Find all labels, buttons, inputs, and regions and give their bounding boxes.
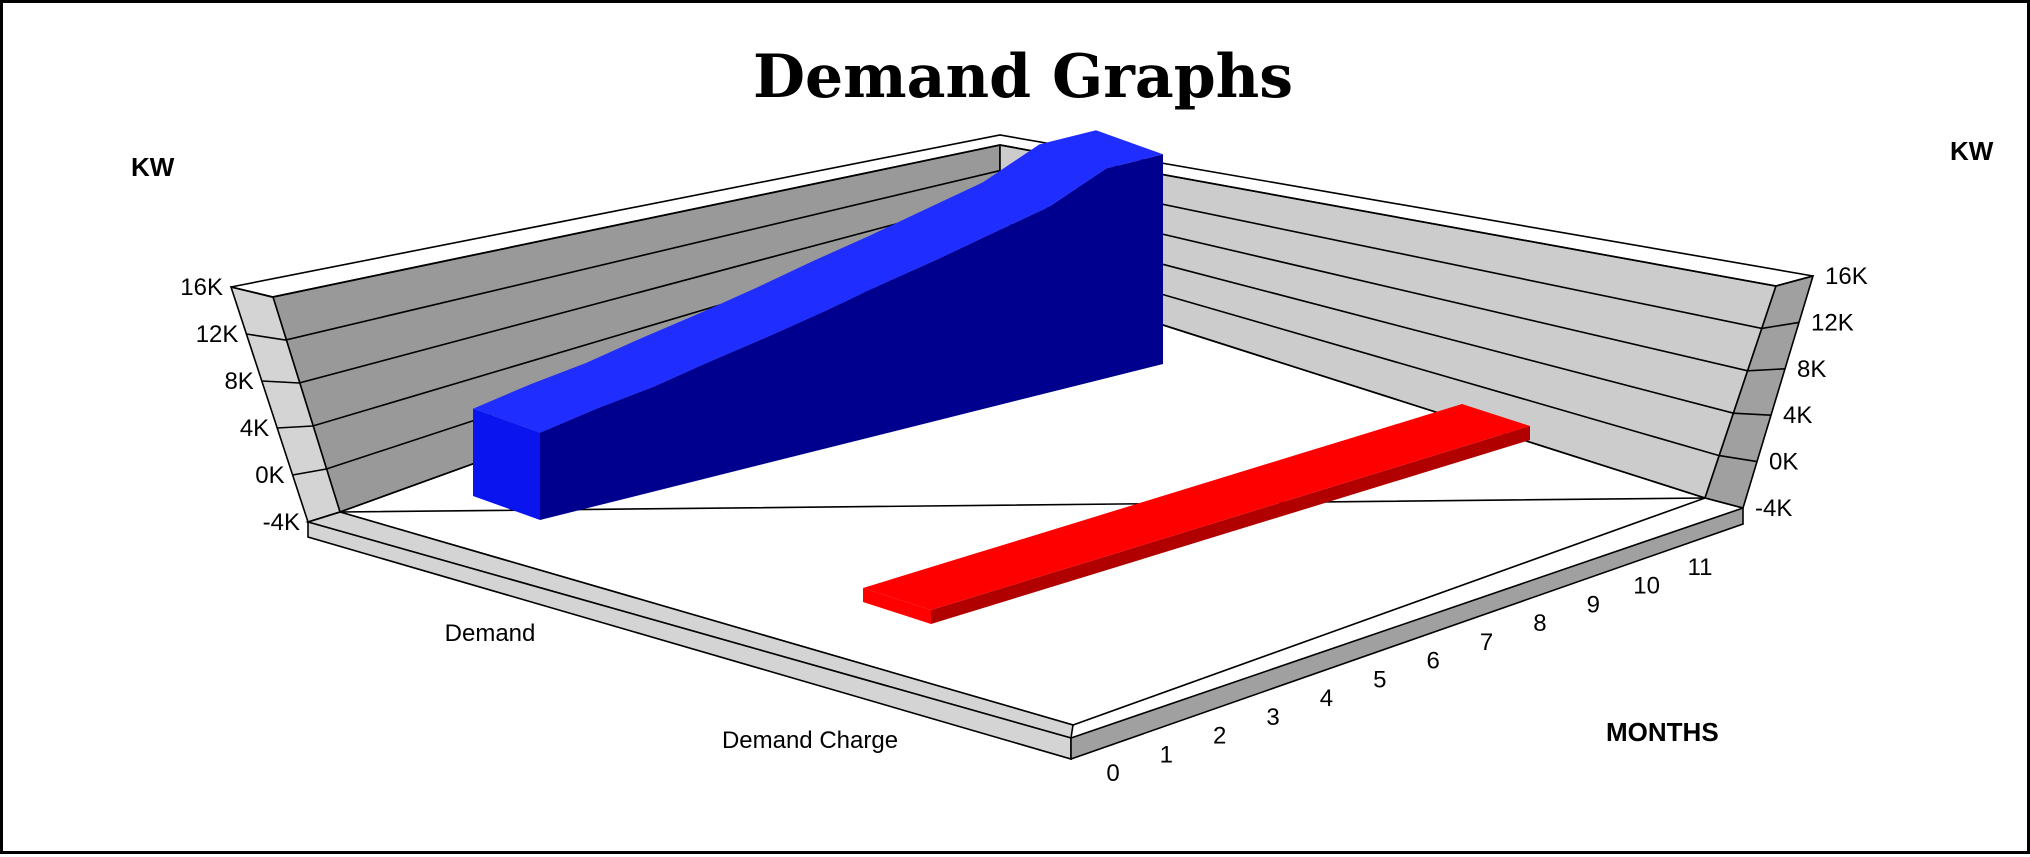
chart-canvas: Demand Graphs KW KW MONTHS Demand Demand… xyxy=(131,42,1994,787)
floor xyxy=(339,497,1706,726)
charge-ribbon-top-face xyxy=(863,404,1530,610)
x-tick-label: 3 xyxy=(1266,704,1279,731)
x-tick-label: 2 xyxy=(1213,723,1226,750)
demand-ribbon-front-face xyxy=(540,154,1163,520)
y-tick-label-right: 4K xyxy=(1783,402,1812,429)
y-tick-label-right: 12K xyxy=(1811,309,1854,336)
z-category-label-demand-charge: Demand Charge xyxy=(722,727,898,754)
y-tick-label-right: -4K xyxy=(1755,495,1792,522)
x-tick-label: 11 xyxy=(1688,554,1713,581)
y-tick-label-right: 0K xyxy=(1769,449,1798,476)
x-tick-label: 10 xyxy=(1633,573,1660,600)
y-tick-label-left: 12K xyxy=(196,321,239,348)
x-tick-label: 4 xyxy=(1320,685,1333,712)
y-tick-label-left: 0K xyxy=(255,462,284,489)
y-tick-label-left: -4K xyxy=(263,509,300,536)
x-axis-title: MONTHS xyxy=(1606,717,1719,747)
y-gridline xyxy=(230,144,1814,298)
x-tick-label: 7 xyxy=(1480,629,1493,656)
z-category-label-demand: Demand xyxy=(445,620,536,647)
y-tick-label-right: 8K xyxy=(1797,356,1826,383)
x-tick-label: 1 xyxy=(1160,741,1173,768)
y-tick-label-left: 8K xyxy=(224,368,253,395)
charge-ribbon-front-face xyxy=(931,426,1530,624)
demand-ribbon-end-cap xyxy=(473,408,540,520)
x-tick-label: 0 xyxy=(1106,760,1119,787)
demand-ribbon-top-face xyxy=(473,130,1163,433)
y-axis-title-right: KW xyxy=(1950,136,1994,166)
y-tick-label-left: 16K xyxy=(180,274,223,301)
chart-title: Demand Graphs xyxy=(753,42,1293,112)
charge-ribbon-end-cap xyxy=(863,588,931,624)
x-tick-label: 8 xyxy=(1533,610,1546,637)
x-tick-label: 5 xyxy=(1373,666,1386,693)
front-right-slab xyxy=(1070,506,1744,761)
y-axis-title-left: KW xyxy=(131,152,175,182)
x-tick-label: 9 xyxy=(1587,591,1600,618)
y-tick-label-right: 16K xyxy=(1825,263,1868,290)
y-tick-label-left: 4K xyxy=(240,415,269,442)
y-gridline xyxy=(246,169,1800,341)
x-tick-label: 6 xyxy=(1427,648,1440,675)
